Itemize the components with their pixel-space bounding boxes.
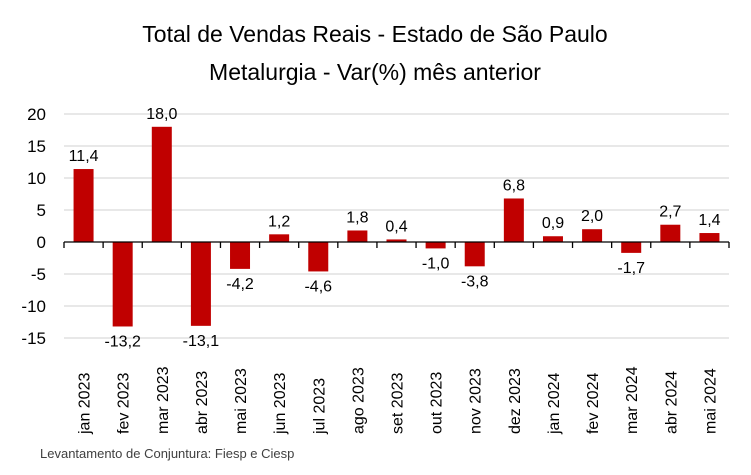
bar (151, 126, 172, 242)
y-axis-ticks: 20 15 10 5 0 -5 -10 -15 (21, 105, 46, 348)
category-label: fev 2024 (585, 373, 602, 434)
data-label: -4,2 (226, 276, 254, 293)
bar (699, 233, 720, 242)
chart-subtitle: Metalurgia - Var(%) mês anterior (209, 59, 541, 85)
chart-title: Total de Vendas Reais - Estado de São Pa… (142, 21, 607, 47)
bar (73, 169, 94, 242)
data-label: 2,0 (581, 208, 603, 225)
category-label: mar 2023 (155, 366, 172, 434)
data-labels: 11,4-13,218,0-13,1-4,21,2-4,61,80,4-1,0-… (69, 106, 721, 351)
category-label: mai 2023 (233, 368, 250, 434)
gridlines (64, 113, 729, 339)
bar (269, 234, 290, 242)
bar (112, 242, 133, 327)
data-label: -3,8 (461, 273, 489, 290)
bar (621, 242, 642, 253)
bar (347, 230, 368, 242)
data-label: -1,7 (617, 260, 645, 277)
y-tick-label: -10 (21, 297, 46, 316)
category-label: out 2023 (429, 372, 446, 434)
data-label: 0,9 (542, 215, 564, 232)
data-label: -13,2 (104, 333, 141, 350)
category-label: set 2023 (390, 373, 407, 434)
bar (503, 198, 524, 242)
y-tick-label: 5 (37, 201, 46, 220)
data-label: 11,4 (69, 148, 99, 165)
data-label: 1,8 (346, 209, 368, 226)
category-label: nov 2023 (468, 368, 485, 434)
source-note: Levantamento de Conjuntura: Fiesp e Cies… (40, 446, 294, 461)
data-label: 6,8 (503, 177, 525, 194)
data-label: 1,4 (698, 212, 720, 229)
category-label: jul 2023 (311, 378, 328, 435)
category-label: jun 2023 (272, 373, 289, 435)
x-axis (63, 241, 730, 248)
bar (308, 242, 329, 272)
category-label: jan 2023 (77, 373, 94, 435)
y-tick-label: 15 (27, 137, 46, 156)
bar (660, 224, 681, 242)
y-tick-label: -5 (31, 265, 46, 284)
data-label: 2,7 (659, 204, 681, 221)
category-label: mai 2024 (702, 368, 719, 434)
category-label: ago 2023 (350, 367, 367, 434)
bar (190, 242, 211, 326)
category-label: abr 2024 (663, 371, 680, 434)
data-label: 0,4 (385, 218, 407, 235)
y-tick-label: 0 (37, 233, 46, 252)
bar (582, 229, 603, 242)
category-label: fev 2023 (116, 373, 133, 434)
bar (464, 242, 485, 267)
bar (542, 236, 563, 242)
category-label: dez 2023 (507, 368, 524, 434)
bar (386, 239, 407, 242)
category-label: jan 2024 (546, 373, 563, 435)
data-label: -1,0 (422, 255, 450, 272)
y-tick-label: -15 (21, 329, 46, 348)
data-label: -13,1 (183, 333, 220, 350)
bar (425, 242, 446, 249)
data-label: 18,0 (146, 106, 177, 123)
y-tick-label: 10 (27, 169, 46, 188)
bars (73, 126, 720, 327)
category-labels: jan 2023 fev 2023 mar 2023 abr 2023 mai 2023… (77, 366, 720, 435)
y-tick-label: 20 (27, 105, 46, 124)
data-label: 1,2 (268, 213, 290, 230)
category-label: abr 2023 (194, 371, 211, 434)
category-label: mar 2024 (624, 366, 641, 434)
data-label: -4,6 (304, 278, 332, 295)
bar (230, 242, 251, 269)
